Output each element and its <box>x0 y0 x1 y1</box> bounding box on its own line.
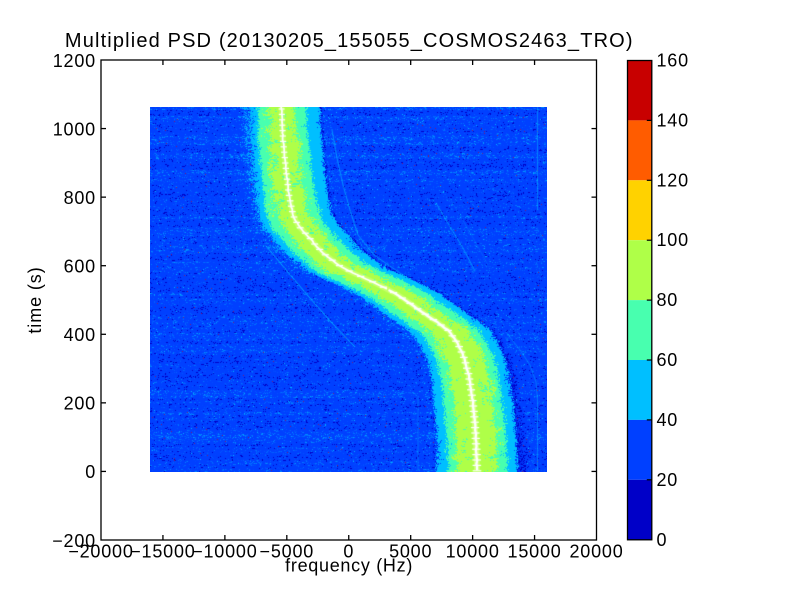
svg-text:20000: 20000 <box>569 541 623 561</box>
svg-text:−5000: −5000 <box>260 541 315 561</box>
svg-text:−20000: −20000 <box>68 541 133 561</box>
svg-text:600: 600 <box>64 257 96 277</box>
svg-text:time (s): time (s) <box>25 266 45 333</box>
svg-text:100: 100 <box>657 230 689 250</box>
svg-text:200: 200 <box>64 394 96 414</box>
svg-text:0: 0 <box>85 462 96 482</box>
svg-text:15000: 15000 <box>508 541 562 561</box>
svg-text:1000: 1000 <box>53 119 96 139</box>
svg-text:800: 800 <box>64 188 96 208</box>
svg-text:0: 0 <box>343 541 354 561</box>
svg-text:−200: −200 <box>52 531 96 551</box>
svg-text:1200: 1200 <box>53 51 96 71</box>
svg-text:60: 60 <box>657 350 679 370</box>
svg-text:−15000: −15000 <box>130 541 195 561</box>
svg-text:0: 0 <box>657 530 668 550</box>
svg-text:20: 20 <box>657 470 679 490</box>
svg-text:140: 140 <box>657 110 689 130</box>
svg-text:frequency (Hz): frequency (Hz) <box>285 556 413 576</box>
svg-text:120: 120 <box>657 170 689 190</box>
svg-text:400: 400 <box>64 325 96 345</box>
svg-text:Multiplied PSD (20130205_15505: Multiplied PSD (20130205_155055_COSMOS24… <box>65 30 634 52</box>
svg-text:160: 160 <box>657 51 689 71</box>
svg-text:40: 40 <box>657 410 679 430</box>
svg-text:5000: 5000 <box>389 541 432 561</box>
svg-text:−10000: −10000 <box>192 541 257 561</box>
svg-text:10000: 10000 <box>446 541 500 561</box>
svg-text:80: 80 <box>657 290 679 310</box>
